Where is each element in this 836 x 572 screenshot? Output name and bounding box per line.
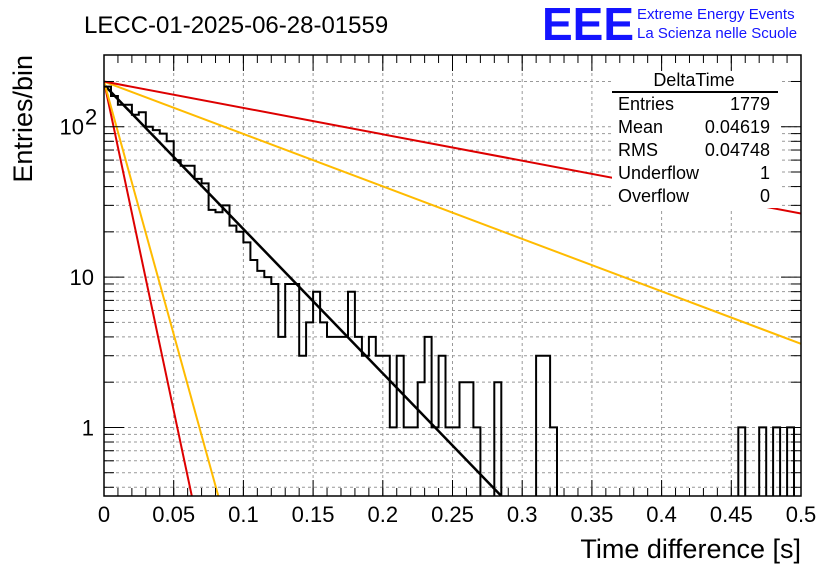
logo-line-1: Extreme Energy Events [637, 6, 795, 23]
y-axis-title: Entries/bin [8, 55, 38, 183]
stats-value-underflow: 1 [760, 163, 770, 183]
series-line-2 [104, 81, 220, 496]
stats-box-background [612, 72, 780, 208]
x-axis-title: Time difference [s] [580, 534, 801, 564]
y-tick-label: 10 [70, 265, 94, 290]
stats-value-rms: 0.04748 [705, 140, 770, 160]
stats-label-mean: Mean [618, 117, 663, 137]
stats-box: DeltaTime Entries 1779 Mean 0.04619 RMS … [612, 70, 780, 208]
stats-label-rms: RMS [618, 140, 658, 160]
stats-value-mean: 0.04619 [705, 117, 770, 137]
stats-label-underflow: Underflow [618, 163, 700, 183]
x-tick-label: 0.25 [431, 502, 474, 527]
x-tick-label: 0.35 [570, 502, 613, 527]
series-line-3 [104, 80, 801, 345]
x-tick-label: 0.15 [292, 502, 335, 527]
stats-label-overflow: Overflow [618, 186, 690, 206]
stats-value-entries: 1779 [730, 94, 770, 114]
y-tick-label: 1 [82, 415, 94, 440]
x-tick-label: 0.4 [646, 502, 677, 527]
x-tick-label: 0.3 [507, 502, 538, 527]
histogram [104, 85, 795, 496]
histogram-outline [104, 85, 795, 496]
chart-title: LECC-01-2025-06-28-01559 [84, 12, 388, 39]
x-tick-label: 0.2 [368, 502, 399, 527]
x-tick-label: 0.45 [710, 502, 753, 527]
x-tick-label: 0.5 [786, 502, 817, 527]
x-tick-label: 0.1 [228, 502, 259, 527]
stats-label-entries: Entries [618, 94, 674, 114]
y-tick-label: 10 [60, 115, 84, 140]
logo-line-2: La Scienza nelle Scuole [637, 25, 797, 42]
y-tick-label-exponent: 2 [85, 105, 97, 130]
logo-letters: EEE [542, 0, 634, 50]
stats-value-overflow: 0 [760, 186, 770, 206]
x-tick-label: 0 [98, 502, 110, 527]
eee-logo: EEE Extreme Energy Events La Scienza nel… [542, 0, 797, 50]
stats-box-title: DeltaTime [653, 70, 734, 90]
x-tick-label: 0.05 [152, 502, 195, 527]
series-line-1 [104, 81, 193, 496]
axis-ticks: 0 0.05 0.1 0.15 0.2 0.25 0.3 0.35 0.4 0.45 0.51101… [60, 54, 817, 527]
